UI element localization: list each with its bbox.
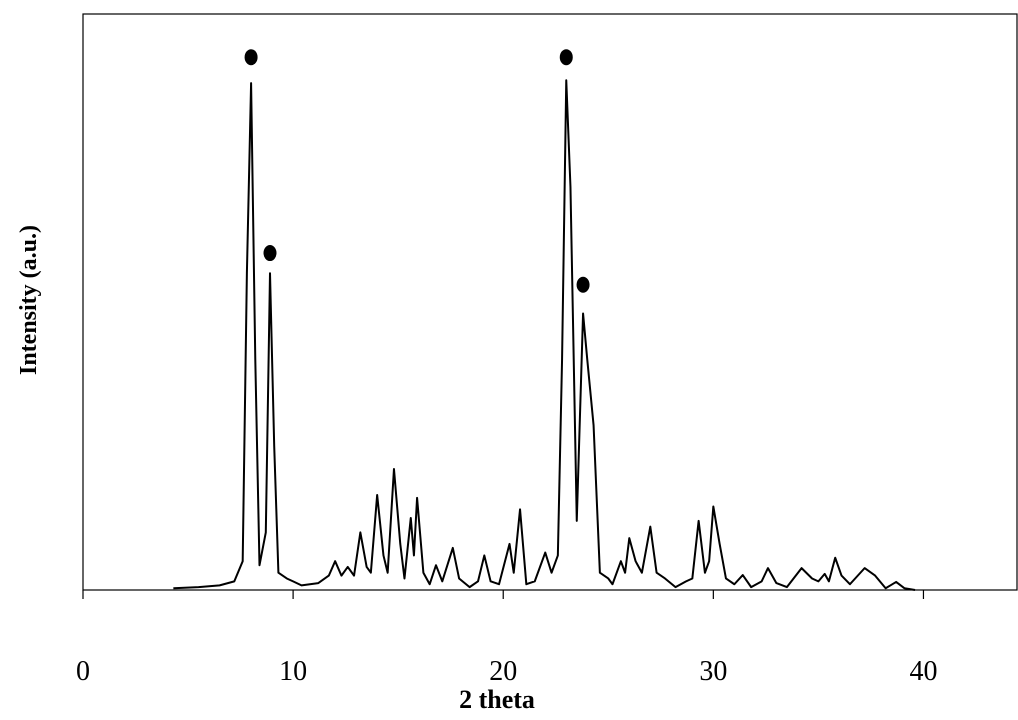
x-tick-label: 40 — [909, 656, 937, 687]
plot-frame — [82, 13, 1018, 591]
peak-marker — [244, 49, 258, 66]
x-tick-label: 0 — [76, 656, 90, 687]
peak-marker — [263, 245, 277, 262]
x-tick-label: 30 — [699, 656, 727, 687]
y-axis-label: Intensity (a.u.) — [16, 225, 42, 375]
x-axis-label: 2 theta — [459, 685, 535, 714]
x-tick-label: 20 — [489, 656, 517, 687]
x-tick-label: 10 — [279, 656, 307, 687]
xrd-line — [173, 79, 916, 591]
peak-marker — [559, 49, 573, 66]
peak-marker — [576, 276, 590, 293]
